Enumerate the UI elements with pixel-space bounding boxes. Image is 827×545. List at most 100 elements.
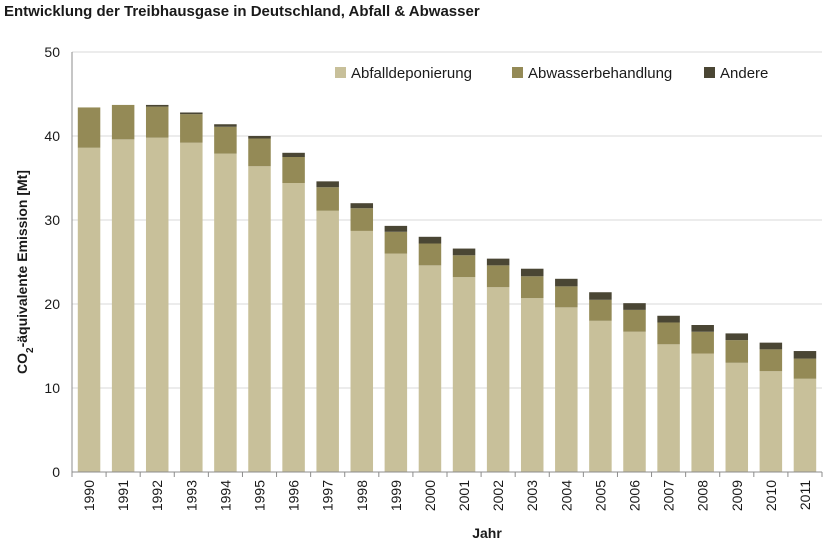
y-tick-label: 0	[52, 464, 60, 480]
bar-andere-1996	[282, 152, 305, 157]
x-tick-label: 2003	[524, 480, 540, 511]
y-axis-title-prefix: CO	[14, 353, 30, 374]
x-tick-label: 2009	[729, 480, 745, 511]
x-tick-label: 2001	[456, 480, 472, 511]
bar-abwasserbehandlung-2007	[657, 322, 680, 345]
bar-abwasserbehandlung-1990	[77, 107, 101, 148]
bar-abwasserbehandlung-2003	[520, 276, 544, 299]
bar-andere-2007	[657, 315, 680, 323]
bar-andere-2010	[759, 342, 783, 350]
bar-andere-2004	[555, 278, 578, 287]
bar-abwasserbehandlung-2005	[589, 299, 612, 321]
y-tick-label: 20	[44, 296, 60, 312]
bar-abwasserbehandlung-2002	[486, 265, 510, 288]
bar-abfalldeponierung-1995	[248, 166, 271, 473]
x-tick-label: 1996	[286, 480, 302, 511]
legend-swatch-abwasserbehandlung	[512, 67, 523, 78]
bar-abfalldeponierung-1992	[145, 137, 169, 472]
bar-layer	[77, 104, 817, 473]
bar-abwasserbehandlung-1994	[214, 126, 237, 154]
bar-abfalldeponierung-2009	[725, 362, 749, 472]
legend-swatch-abfalldeponierung	[335, 67, 346, 78]
x-tick-label: 1999	[388, 480, 404, 511]
y-tick-label: 30	[44, 212, 60, 228]
bar-abwasserbehandlung-2010	[759, 349, 783, 372]
bar-abfalldeponierung-1990	[77, 147, 101, 472]
x-tick-label: 1990	[81, 480, 97, 511]
bar-abwasserbehandlung-1993	[180, 114, 203, 143]
x-tick-label: 1995	[252, 480, 268, 511]
x-tick-label: 2010	[763, 480, 779, 511]
x-tick-label: 1992	[149, 480, 165, 511]
x-axis-title: Jahr	[472, 525, 502, 541]
bar-andere-1998	[350, 203, 374, 209]
y-tick-label: 40	[44, 128, 60, 144]
bar-abwasserbehandlung-2008	[691, 331, 714, 354]
bar-abfalldeponierung-1999	[384, 253, 408, 472]
bar-andere-2001	[452, 248, 476, 256]
x-tick-label: 2007	[661, 480, 677, 511]
bar-andere-1997	[316, 181, 339, 188]
legend-swatch-andere	[704, 67, 715, 78]
x-tick-label: 2004	[558, 480, 574, 511]
legend-label-abfalldeponierung: Abfalldeponierung	[351, 65, 472, 82]
bar-abfalldeponierung-2000	[418, 265, 442, 472]
bar-abfalldeponierung-1998	[350, 230, 374, 472]
bar-abfalldeponierung-2011	[793, 378, 817, 472]
x-tick-label: 1991	[115, 480, 131, 511]
legend-label-abwasserbehandlung: Abwasserbehandlung	[528, 65, 672, 82]
bar-abwasserbehandlung-2001	[452, 255, 476, 278]
x-tick-label: 2011	[797, 480, 813, 510]
bar-abwasserbehandlung-1995	[248, 138, 271, 167]
y-axis-title: CO2-äquivalente Emission [Mt]	[14, 170, 36, 374]
bar-andere-1992	[145, 104, 169, 107]
x-tick-label: 1997	[320, 480, 336, 511]
x-tick-label: 2008	[695, 480, 711, 511]
bar-abfalldeponierung-1994	[214, 153, 237, 472]
bar-abfalldeponierung-2003	[520, 298, 544, 472]
bar-abfalldeponierung-1991	[111, 139, 135, 473]
bar-andere-2002	[486, 258, 510, 266]
bar-abfalldeponierung-2008	[691, 353, 714, 472]
y-tick-label: 50	[44, 44, 60, 60]
bar-abwasserbehandlung-2006	[623, 309, 646, 332]
x-tick-label: 1998	[354, 480, 370, 511]
x-tick-label: 1993	[183, 480, 199, 511]
bar-andere-2000	[418, 236, 442, 244]
bar-abwasserbehandlung-2004	[555, 286, 578, 308]
y-tick-label: 10	[44, 380, 60, 396]
bar-abwasserbehandlung-2009	[725, 340, 749, 363]
bar-abwasserbehandlung-1998	[350, 208, 374, 231]
y-axis-title-sub: 2	[25, 347, 36, 353]
bar-andere-1993	[180, 112, 203, 115]
bar-andere-2011	[793, 351, 817, 359]
bar-abfalldeponierung-2005	[589, 320, 612, 472]
x-tick-label: 2002	[490, 480, 506, 511]
bar-andere-1995	[248, 136, 271, 139]
bar-abwasserbehandlung-1991	[111, 104, 135, 140]
bar-abfalldeponierung-2010	[759, 371, 783, 472]
chart-title: Entwicklung der Treibhausgase in Deutsch…	[4, 3, 480, 20]
bar-andere-2006	[623, 303, 646, 310]
bar-abwasserbehandlung-2000	[418, 243, 442, 266]
bar-abwasserbehandlung-1992	[145, 106, 169, 138]
bar-abwasserbehandlung-1999	[384, 231, 408, 254]
legend: Abfalldeponierung Abwasserbehandlung Ander…	[335, 65, 768, 82]
x-tick-label: 2006	[627, 480, 643, 511]
bar-abfalldeponierung-1996	[282, 183, 305, 473]
bar-abfalldeponierung-2007	[657, 344, 680, 472]
bar-andere-1994	[214, 124, 237, 127]
bar-abwasserbehandlung-2011	[793, 358, 817, 379]
bar-abfalldeponierung-2002	[486, 287, 510, 472]
bar-abfalldeponierung-2001	[452, 277, 476, 472]
bar-andere-2005	[589, 292, 612, 300]
bar-abwasserbehandlung-1997	[316, 187, 339, 211]
bar-abfalldeponierung-2004	[555, 307, 578, 472]
bar-andere-1999	[384, 225, 408, 232]
legend-label-andere: Andere	[720, 65, 768, 82]
bar-abwasserbehandlung-1996	[282, 157, 305, 184]
y-axis-title-suffix: -äquivalente Emission [Mt]	[14, 170, 30, 347]
bar-andere-2008	[691, 325, 714, 332]
